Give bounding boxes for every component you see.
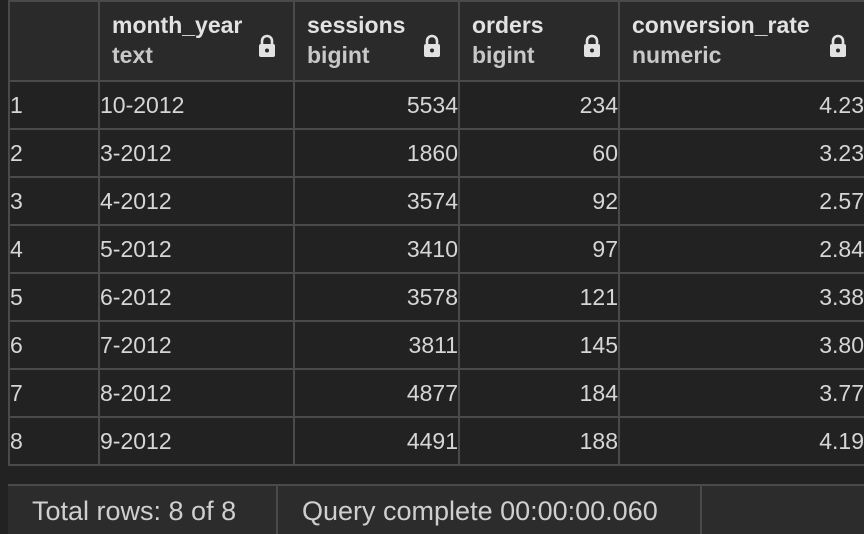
cell-orders[interactable]: 145 xyxy=(458,320,620,370)
table-row[interactable]: 3 4-2012 3574 92 2.57 xyxy=(8,176,864,226)
cell-sessions[interactable]: 1860 xyxy=(293,128,460,178)
cell-month-year[interactable]: 5-2012 xyxy=(98,224,295,274)
column-type: bigint xyxy=(472,42,535,68)
column-name: orders xyxy=(472,12,544,38)
cell-conversion-rate[interactable]: 2.57 xyxy=(618,176,864,226)
row-number[interactable]: 1 xyxy=(8,80,100,130)
table-row[interactable]: 2 3-2012 1860 60 3.23 xyxy=(8,128,864,178)
table-row[interactable]: 7 8-2012 4877 184 3.77 xyxy=(8,368,864,418)
column-type: text xyxy=(112,42,153,68)
cell-conversion-rate[interactable]: 2.84 xyxy=(618,224,864,274)
cell-orders[interactable]: 92 xyxy=(458,176,620,226)
cell-sessions[interactable]: 4877 xyxy=(293,368,460,418)
table-row[interactable]: 4 5-2012 3410 97 2.84 xyxy=(8,224,864,274)
row-number[interactable]: 6 xyxy=(8,320,100,370)
cell-orders[interactable]: 184 xyxy=(458,368,620,418)
cell-sessions[interactable]: 3574 xyxy=(293,176,460,226)
cell-orders[interactable]: 60 xyxy=(458,128,620,178)
column-name: conversion_rate xyxy=(632,12,810,38)
cell-sessions[interactable]: 3578 xyxy=(293,272,460,322)
header-row: month_year text sessions bigint xyxy=(8,0,864,82)
cell-orders[interactable]: 188 xyxy=(458,416,620,466)
column-name: sessions xyxy=(307,12,406,38)
cell-sessions[interactable]: 4491 xyxy=(293,416,460,466)
cell-month-year[interactable]: 8-2012 xyxy=(98,368,295,418)
column-header-conversion-rate[interactable]: conversion_rate numeric xyxy=(618,0,864,82)
row-number[interactable]: 8 xyxy=(8,416,100,466)
cell-sessions[interactable]: 5534 xyxy=(293,80,460,130)
row-number[interactable]: 5 xyxy=(8,272,100,322)
cell-conversion-rate[interactable]: 3.23 xyxy=(618,128,864,178)
lock-icon xyxy=(830,34,846,57)
total-rows-status: Total rows: 8 of 8 xyxy=(8,486,278,534)
column-type: numeric xyxy=(632,42,722,68)
column-type: bigint xyxy=(307,42,370,68)
cell-conversion-rate[interactable]: 3.77 xyxy=(618,368,864,418)
cell-conversion-rate[interactable]: 3.38 xyxy=(618,272,864,322)
cell-month-year[interactable]: 10-2012 xyxy=(98,80,295,130)
row-number-header[interactable] xyxy=(8,0,100,82)
cell-conversion-rate[interactable]: 3.80 xyxy=(618,320,864,370)
column-header-sessions[interactable]: sessions bigint xyxy=(293,0,460,82)
query-complete-status: Query complete 00:00:00.060 xyxy=(278,486,702,534)
column-header-month-year[interactable]: month_year text xyxy=(98,0,295,82)
status-bar: Total rows: 8 of 8 Query complete 00:00:… xyxy=(8,484,864,534)
row-number[interactable]: 2 xyxy=(8,128,100,178)
table-row[interactable]: 8 9-2012 4491 188 4.19 xyxy=(8,416,864,466)
column-header-orders[interactable]: orders bigint xyxy=(458,0,620,82)
results-grid: month_year text sessions bigint xyxy=(8,0,864,466)
cell-conversion-rate[interactable]: 4.19 xyxy=(618,416,864,466)
cell-month-year[interactable]: 4-2012 xyxy=(98,176,295,226)
cell-orders[interactable]: 97 xyxy=(458,224,620,274)
column-name: month_year xyxy=(112,12,243,38)
lock-icon xyxy=(584,34,600,57)
table-row[interactable]: 1 10-2012 5534 234 4.23 xyxy=(8,80,864,130)
table-row[interactable]: 6 7-2012 3811 145 3.80 xyxy=(8,320,864,370)
cell-sessions[interactable]: 3410 xyxy=(293,224,460,274)
cell-sessions[interactable]: 3811 xyxy=(293,320,460,370)
row-number[interactable]: 3 xyxy=(8,176,100,226)
cell-month-year[interactable]: 7-2012 xyxy=(98,320,295,370)
status-spacer xyxy=(702,486,864,534)
table-row[interactable]: 5 6-2012 3578 121 3.38 xyxy=(8,272,864,322)
row-number[interactable]: 4 xyxy=(8,224,100,274)
cell-month-year[interactable]: 9-2012 xyxy=(98,416,295,466)
row-number[interactable]: 7 xyxy=(8,368,100,418)
cell-month-year[interactable]: 3-2012 xyxy=(98,128,295,178)
cell-orders[interactable]: 234 xyxy=(458,80,620,130)
cell-month-year[interactable]: 6-2012 xyxy=(98,272,295,322)
cell-orders[interactable]: 121 xyxy=(458,272,620,322)
lock-icon xyxy=(424,34,440,57)
cell-conversion-rate[interactable]: 4.23 xyxy=(618,80,864,130)
lock-icon xyxy=(259,34,275,57)
